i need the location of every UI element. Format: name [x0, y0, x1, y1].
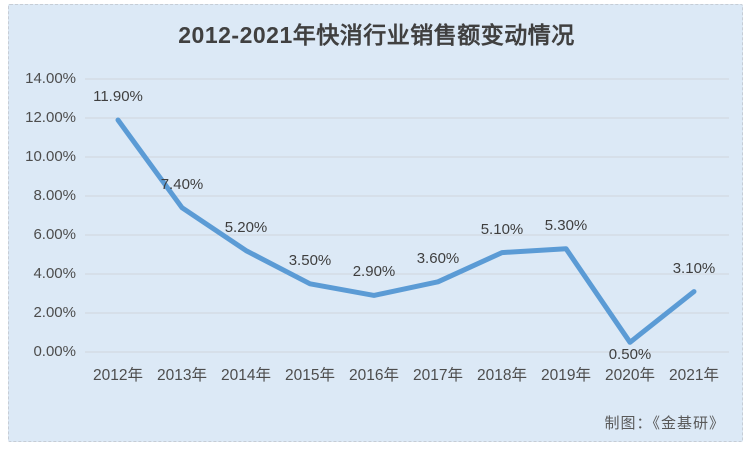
data-label: 3.60% — [416, 249, 460, 267]
x-tick-label: 2019年 — [541, 367, 591, 384]
data-label: 5.10% — [480, 220, 524, 238]
data-label: 5.20% — [224, 218, 268, 236]
y-tick-label: 4.00% — [33, 265, 76, 282]
data-label: 0.50% — [608, 346, 652, 364]
x-tick-label: 2013年 — [157, 367, 207, 384]
y-tick-label: 12.00% — [25, 109, 76, 126]
y-tick-label: 0.00% — [33, 343, 76, 360]
data-label: 2.90% — [352, 263, 396, 281]
x-tick-label: 2016年 — [349, 367, 399, 384]
y-tick-label: 8.00% — [33, 187, 76, 204]
x-tick-label: 2012年 — [93, 367, 143, 384]
chart-title: 2012-2021年快消行业销售额变动情况 — [178, 22, 575, 48]
y-tick-label: 10.00% — [25, 148, 76, 165]
y-tick-label: 14.00% — [25, 70, 76, 87]
x-tick-label: 2018年 — [477, 367, 527, 384]
data-label: 5.30% — [544, 216, 588, 234]
data-label: 3.10% — [672, 259, 716, 277]
x-tick-label: 2020年 — [605, 367, 655, 384]
data-label: 3.50% — [288, 251, 332, 269]
data-label: 7.40% — [160, 175, 204, 193]
chart-card — [8, 4, 743, 442]
x-tick-label: 2021年 — [669, 367, 719, 384]
y-tick-label: 6.00% — [33, 226, 76, 243]
y-tick-label: 2.00% — [33, 304, 76, 321]
x-tick-label: 2015年 — [285, 367, 335, 384]
x-tick-label: 2017年 — [413, 367, 463, 384]
data-label: 11.90% — [93, 87, 143, 105]
chart-credit: 制图：《金基研》 — [604, 415, 725, 432]
x-tick-label: 2014年 — [221, 367, 271, 384]
data-series-line — [115, 117, 697, 345]
